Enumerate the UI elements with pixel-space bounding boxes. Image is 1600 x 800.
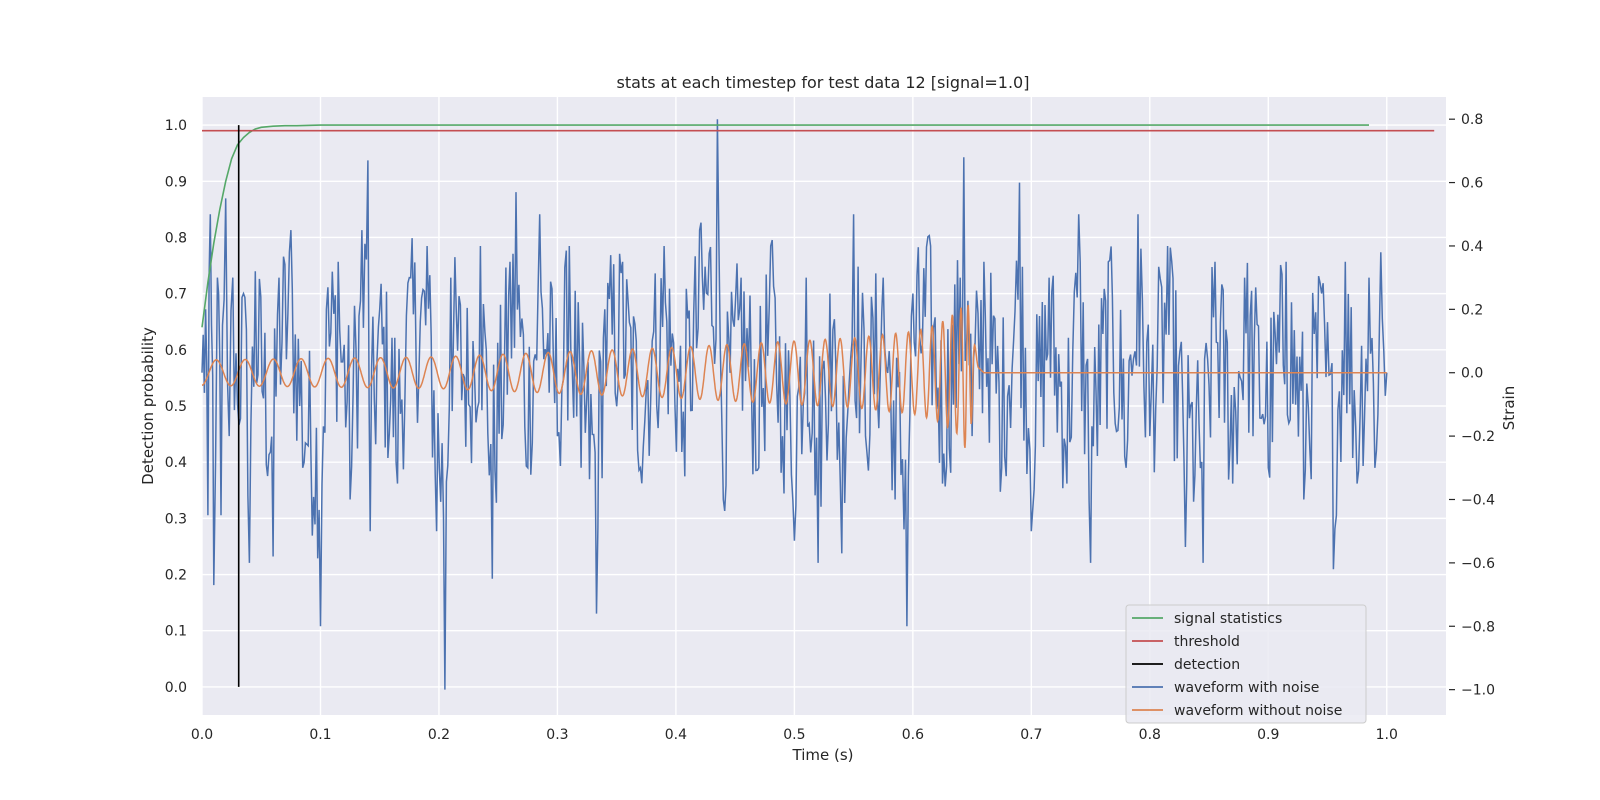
legend-label: signal statistics: [1174, 611, 1282, 627]
x-tick-label: 0.5: [783, 727, 805, 743]
x-tick-label: 1.0: [1376, 727, 1398, 743]
y2-tick-label: 0.6: [1461, 176, 1483, 192]
series-line-waveform-without-noise: [201, 304, 1387, 449]
y2-tick-label: 0.4: [1461, 239, 1483, 255]
y-tick-label: 0.5: [165, 399, 187, 415]
y-axis-label: Detection probability: [139, 327, 157, 485]
x-tick-label: 0.3: [546, 727, 568, 743]
legend-box: [1125, 604, 1367, 724]
y2-tick-label: 0.8: [1461, 112, 1483, 128]
y2-tick-label: −0.6: [1461, 556, 1495, 572]
y2-tick-label: 0.2: [1461, 302, 1483, 318]
y-tick-label: 0.8: [165, 230, 187, 246]
legend-label: detection: [1174, 657, 1240, 673]
chart-title: stats at each timestep for test data 12 …: [617, 73, 1030, 92]
legend-label: waveform with noise: [1174, 680, 1319, 696]
x-tick-label: 0.8: [1139, 727, 1161, 743]
x-tick-label: 0.6: [902, 727, 924, 743]
y-tick-label: 0.1: [165, 624, 187, 640]
x-axis-label: Time (s): [792, 746, 854, 764]
y2-tick-label: −0.2: [1461, 429, 1495, 445]
x-tick-label: 0.2: [428, 727, 450, 743]
legend: signal statistics threshold detection wavef…: [1125, 604, 1367, 724]
y-tick-label: 1.0: [165, 118, 187, 134]
x-tick-label: 0.1: [309, 727, 331, 743]
y-tick-label: 0.2: [165, 568, 187, 584]
series-line-waveform-with-noise: [201, 119, 1388, 690]
y-axis-ticks: 0.0 0.1 0.2 0.3 0.4 0.5 0.6 0.7 0.8 0.9 1.0: [165, 118, 187, 696]
x-axis-ticks: 0.0 0.1 0.2 0.3 0.4 0.5 0.6 0.7 0.8 0.9 1.0: [191, 727, 1398, 743]
y2-axis-label: Strain: [1500, 386, 1518, 430]
legend-label: threshold: [1174, 634, 1240, 650]
y2-tick-label: 0.0: [1461, 366, 1483, 382]
y2-axis-ticks: −1.0 −0.8 −0.6 −0.4 −0.2 0.0 0.2 0.4 0.6 0.8: [1449, 112, 1495, 699]
x-tick-label: 0.7: [1020, 727, 1042, 743]
legend-label: waveform without noise: [1174, 703, 1342, 719]
x-tick-label: 0.0: [191, 727, 213, 743]
y-tick-label: 0.0: [165, 680, 187, 696]
y-tick-label: 0.7: [165, 287, 187, 303]
x-tick-label: 0.9: [1257, 727, 1279, 743]
x-tick-label: 0.4: [665, 727, 687, 743]
y2-tick-label: −0.8: [1461, 619, 1495, 635]
y-tick-label: 0.4: [165, 455, 187, 471]
y2-tick-label: −1.0: [1461, 683, 1495, 699]
series-layer: [201, 119, 1435, 690]
y-tick-label: 0.6: [165, 343, 187, 359]
series-line-signal-statistics: [201, 124, 1369, 328]
y2-tick-label: −0.4: [1461, 492, 1495, 508]
y-tick-label: 0.3: [165, 511, 187, 527]
y-tick-label: 0.9: [165, 174, 187, 190]
